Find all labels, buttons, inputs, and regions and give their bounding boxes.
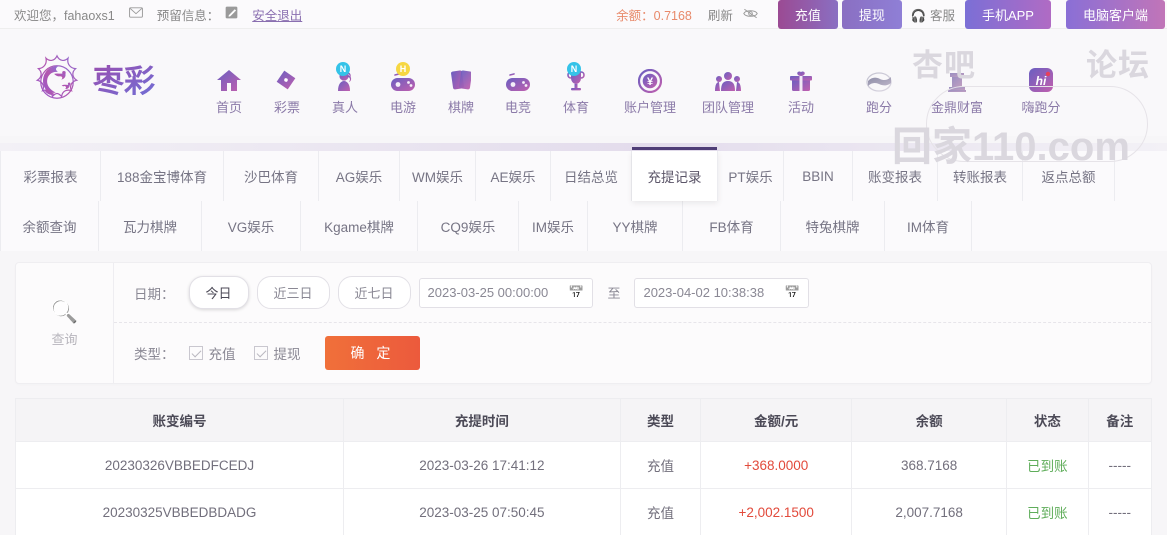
svg-text:hi: hi [1036, 74, 1047, 88]
svg-text:¥: ¥ [647, 76, 654, 88]
svg-text:枣彩: 枣彩 [92, 64, 155, 99]
